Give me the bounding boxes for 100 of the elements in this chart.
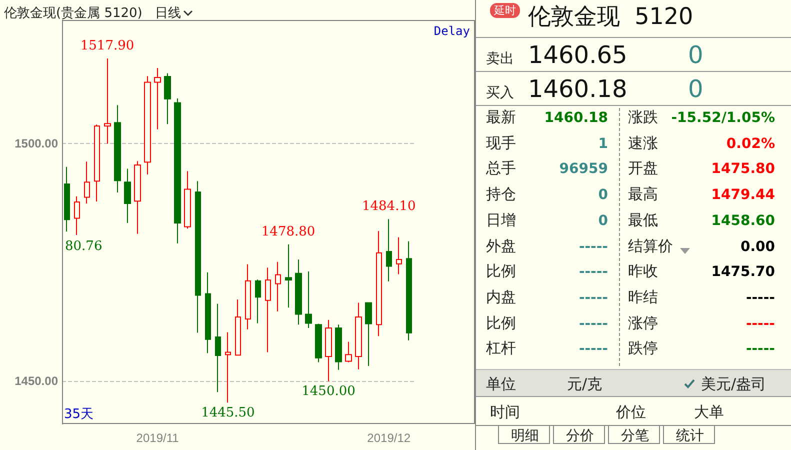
chart-subtitle: 日线 [154,6,181,21]
candlestick [195,180,201,334]
text: ----- [578,290,608,306]
candlestick [215,303,221,393]
text: 时间 [490,403,520,421]
candlestick [255,279,261,324]
annotation: 1484.10 [362,199,416,214]
candlestick [164,72,171,125]
candlestick [386,218,392,282]
text: 延时 [490,3,520,18]
text: 价位 [616,403,646,421]
text: 昨结 [628,288,658,306]
text: 速涨 [628,134,658,152]
candlestick [235,298,241,356]
text: 卖出 [486,51,514,67]
text: 总手 [486,159,516,178]
text: 0.00 [740,238,775,254]
annotation: 1450.00 [302,384,356,400]
text: -15.52/1.05% [671,110,775,126]
text: 统计 [676,428,704,444]
candlestick [285,244,292,308]
x-tick-label: 2019/12 [367,431,411,445]
candlestick [144,76,151,175]
text: 跌停 [628,339,658,358]
candlestick [84,161,90,204]
candlestick [365,302,372,367]
candlestick [376,230,382,337]
text: 昨收 [628,262,658,280]
candlestick [406,240,412,341]
text: 大单 [694,403,724,421]
text: 分笔 [621,428,649,444]
text: 涨跌 [628,108,658,126]
text: 0 [688,75,704,103]
text: 买入 [486,85,514,101]
text: 比例 [486,262,516,280]
chart-title: 伦敦金现(贵金属 5120) [4,6,142,21]
candlestick [355,302,362,370]
text: ----- [578,341,608,358]
candlestick [396,236,402,275]
text: 涨停 [628,314,658,332]
candlestick [174,98,181,244]
text: 单位 [486,375,516,393]
text: 0 [688,41,704,69]
text: 美元/盎司 [701,375,766,393]
text: 现手 [486,134,516,152]
candlestick [225,332,231,404]
candlestick [104,58,111,144]
candlestick [295,259,302,326]
text: 1460.65 [528,41,628,69]
text: 外盘 [486,236,516,254]
candlestick [154,68,161,130]
text: 日增 [486,210,516,229]
text: 元/克 [567,375,602,393]
text: 1 [598,136,608,152]
text: ----- [578,316,608,332]
text: 明细 [511,428,539,444]
text: 96959 [559,161,608,178]
text: 1475.70 [711,264,775,280]
text: 开盘 [628,159,658,178]
text: Delay [434,24,470,38]
text: ----- [578,238,608,254]
annotation: 80.76 [65,239,102,254]
candlestick [205,272,211,354]
text: 0 [598,187,608,204]
annotation: 1445.50 [201,406,255,421]
candlestick [94,124,100,202]
candlestick [64,166,70,232]
candlestick [114,104,121,194]
candlestick [124,168,131,224]
text: 最低 [628,210,658,229]
text: 伦敦金现 5120 [528,4,694,30]
candlestick [184,170,191,230]
text: ----- [746,316,775,332]
text: 0.02% [726,136,775,152]
text: 1460.18 [544,110,608,126]
text: 1475.80 [711,161,775,178]
text: 0 [598,212,608,229]
text: 分价 [566,428,594,444]
candlestick [275,261,281,312]
text: 1458.60 [711,212,775,229]
candlestick [335,324,342,370]
candlestick [315,323,322,363]
text: 杠杆 [486,339,516,358]
candlestick [245,264,251,330]
x-tick-label: 2019/11 [136,431,180,445]
text: 结算价 [628,236,673,254]
text: 1460.18 [528,75,628,103]
text: 内盘 [486,288,516,306]
y-tick-label: 1500.00 [14,136,58,151]
candlestick [325,319,332,382]
annotation: 35天 [64,407,94,422]
text: ----- [578,264,608,280]
candlestick [134,160,141,234]
text: 持仓 [486,185,516,204]
candlestick [265,267,271,353]
candlestick [345,341,352,363]
text: 最高 [628,185,658,204]
text: ----- [746,290,775,306]
text: ----- [746,341,775,358]
text: 最新 [486,108,516,126]
